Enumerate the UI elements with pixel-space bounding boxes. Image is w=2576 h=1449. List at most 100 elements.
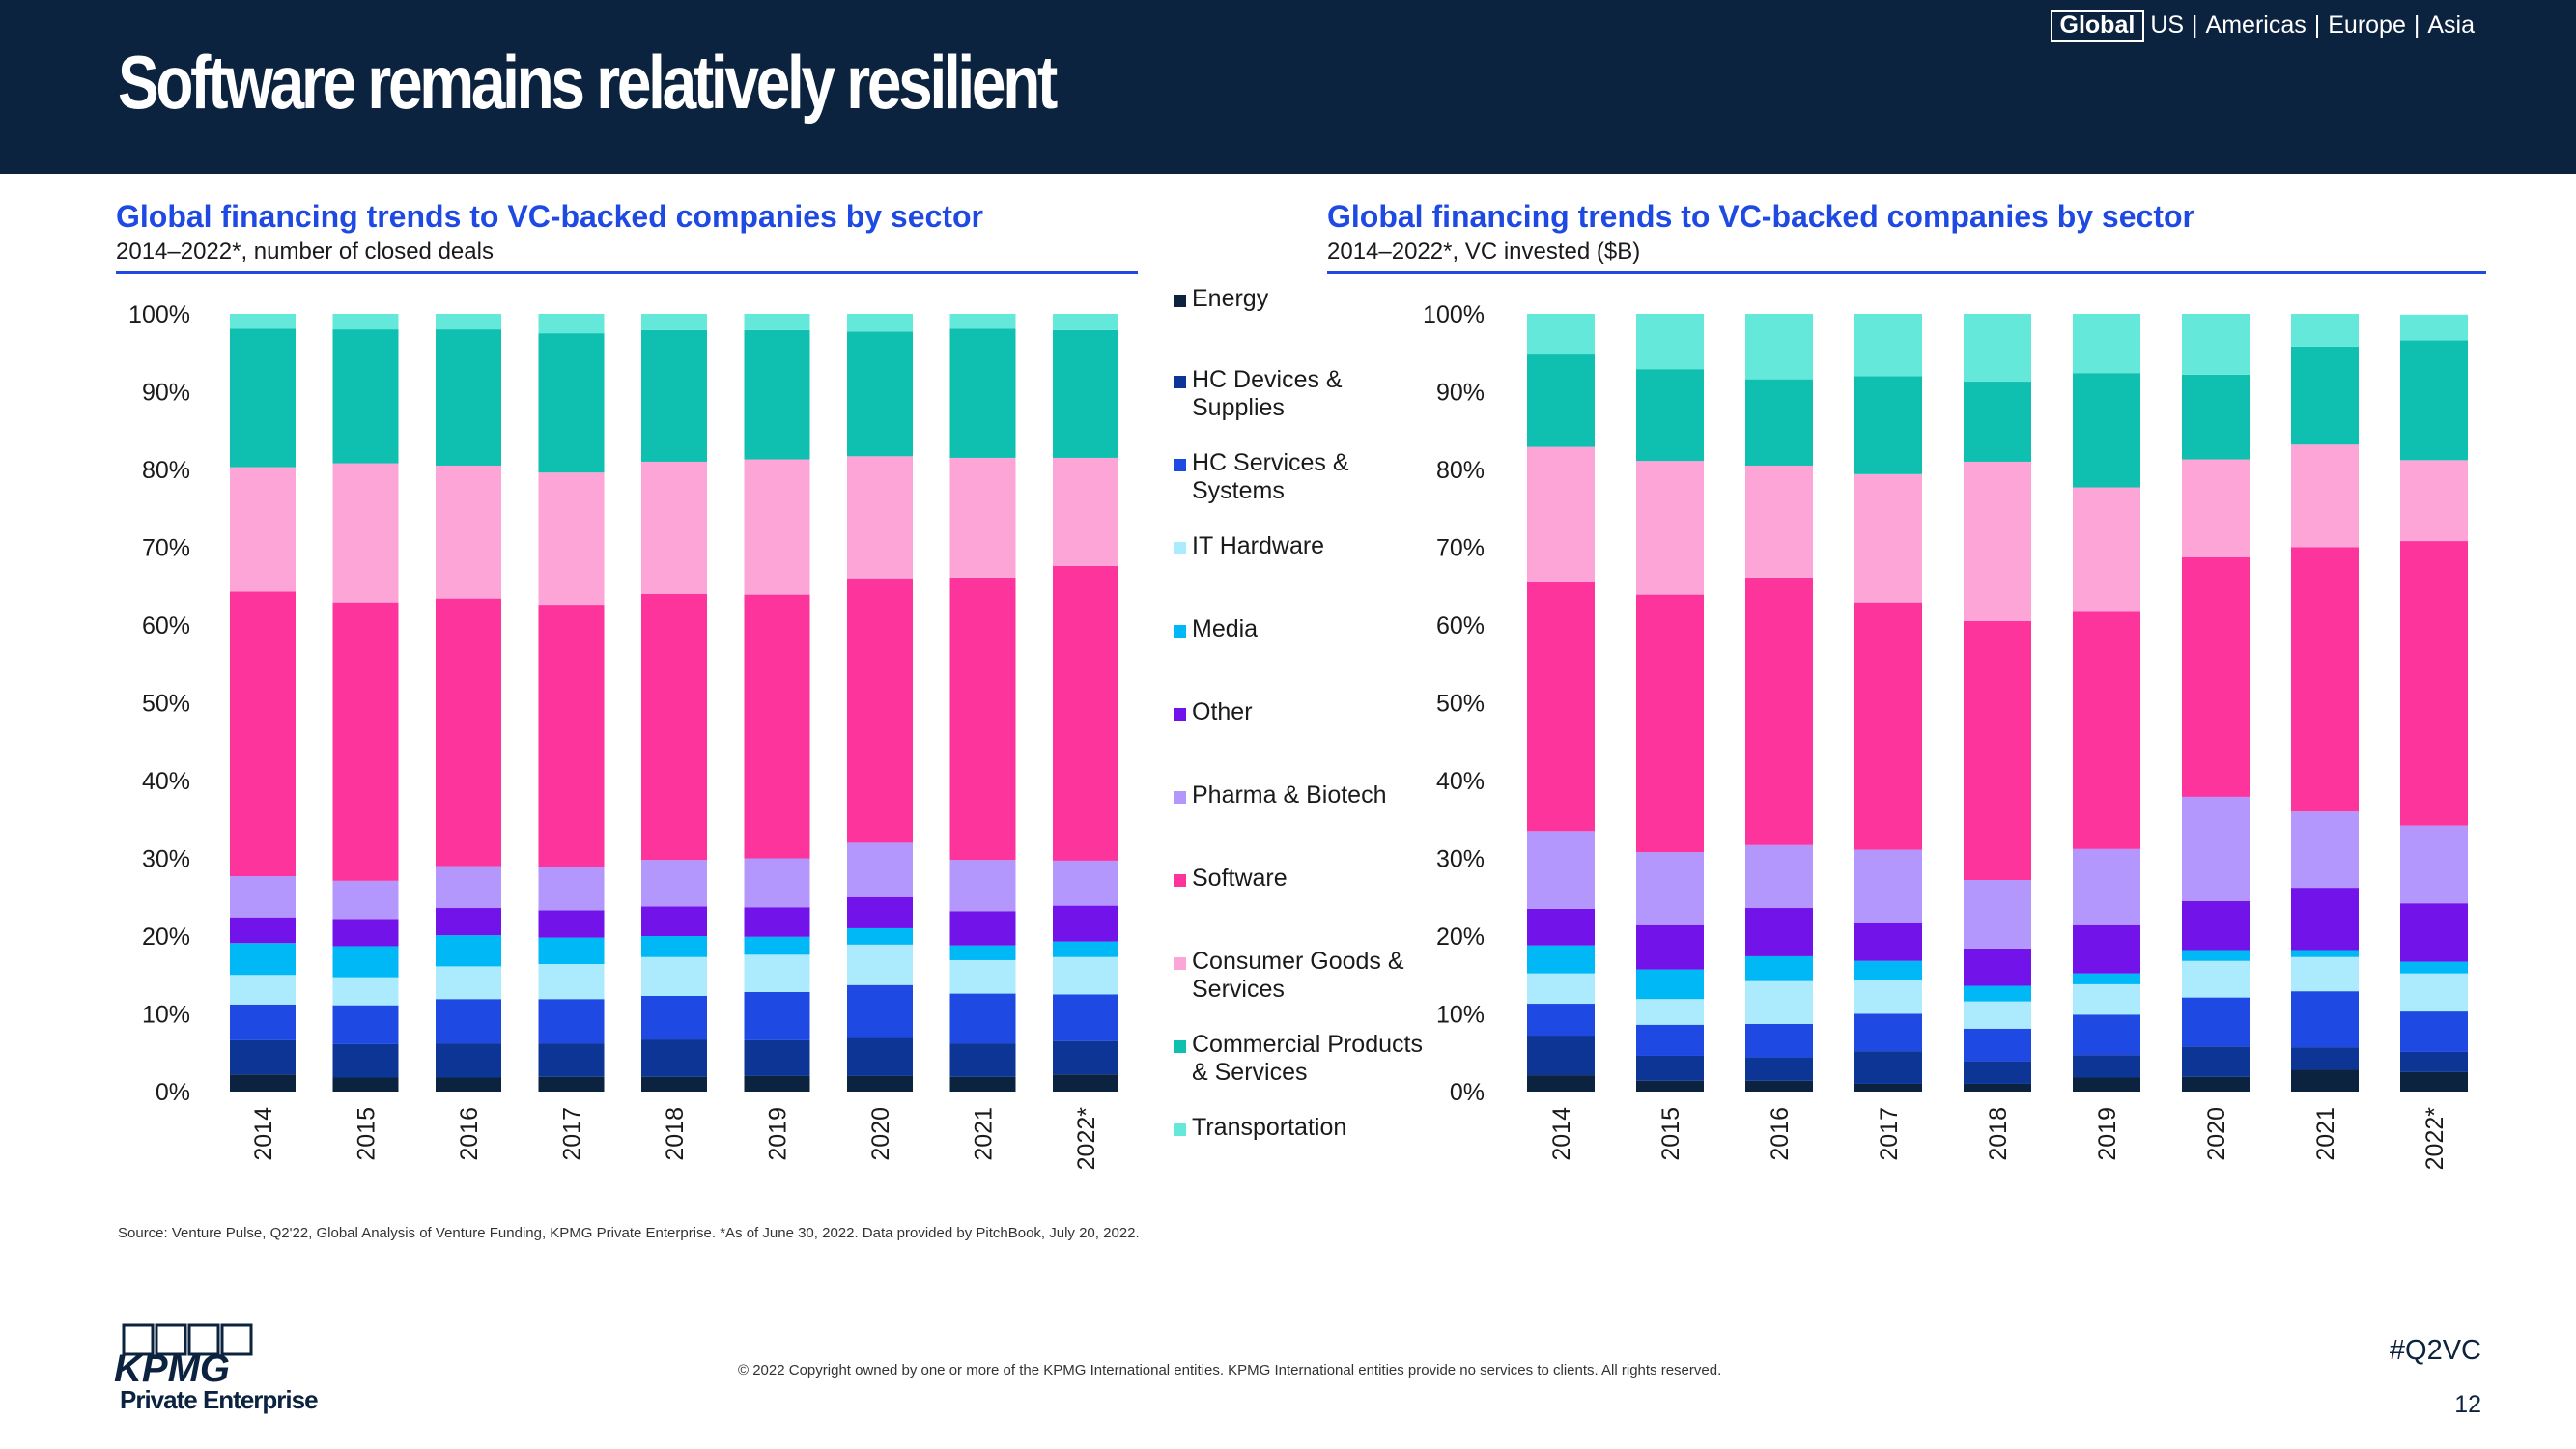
bar-segment-other-2015 <box>332 919 399 947</box>
y-tick-label: 40% <box>1436 768 1485 795</box>
legend-item-hc-devices-supplies: HC Devices & Supplies <box>1174 366 1425 422</box>
bar-segment-software-2015 <box>332 602 399 881</box>
bar-segment-it-hardware-2020 <box>847 944 913 985</box>
legend-swatch <box>1174 874 1186 887</box>
bar-segment-hc-devices-supplies-2021 <box>949 1043 1016 1077</box>
bar-segment-pharma-biotech-2014 <box>230 876 296 918</box>
bar-segment-media-2015 <box>1636 969 1704 1000</box>
y-tick-label: 90% <box>142 380 190 407</box>
y-tick-label: 10% <box>142 1002 190 1029</box>
bar-segment-media-2021 <box>2291 950 2359 957</box>
bar-segment-it-hardware-2016 <box>1745 980 1813 1024</box>
region-tab-asia[interactable]: Asia <box>2427 12 2475 39</box>
bar-segment-hc-devices-supplies-2017 <box>1854 1051 1922 1084</box>
bar-segment-transportation-2016 <box>1745 314 1813 380</box>
bar-segment-commercial-products-services-2016 <box>436 329 501 466</box>
bar-segment-it-hardware-2017 <box>538 963 605 1000</box>
y-tick-label: 20% <box>142 923 190 951</box>
legend-label: HC Devices & Supplies <box>1192 366 1343 421</box>
bar-segment-hc-services-systems-2019 <box>2073 1014 2140 1056</box>
bar-segment-pharma-biotech-2017 <box>538 867 605 911</box>
legend-item-software: Software <box>1174 865 1425 893</box>
y-tick-label: 70% <box>142 535 190 562</box>
region-tab-americas[interactable]: Americas <box>2205 12 2307 39</box>
bar-segment-commercial-products-services-2021 <box>2291 346 2359 445</box>
bar-segment-it-hardware-2022 <box>2400 973 2468 1012</box>
region-nav: Global US | Americas | Europe | Asia <box>2050 10 2475 42</box>
right-chart-rule <box>1327 271 2486 274</box>
bar-segment-energy-2020 <box>2182 1076 2250 1092</box>
bar-segment-consumer-goods-services-2019 <box>2073 487 2140 612</box>
x-tick-label: 2018 <box>662 1107 689 1161</box>
bar-segment-it-hardware-2017 <box>1854 980 1922 1014</box>
region-separator: | <box>2413 12 2420 39</box>
bar-segment-other-2022 <box>2400 903 2468 962</box>
bar-segment-transportation-2018 <box>1964 314 2031 383</box>
bar-segment-hc-services-systems-2022 <box>1053 994 1118 1041</box>
bar-segment-transportation-2022 <box>2400 314 2468 341</box>
bar-segment-media-2020 <box>2182 950 2250 961</box>
bar-segment-commercial-products-services-2022 <box>1053 329 1118 458</box>
bar-segment-pharma-biotech-2020 <box>2182 796 2250 901</box>
bar-segment-hc-services-systems-2021 <box>949 993 1016 1044</box>
bar-segment-software-2018 <box>641 593 707 861</box>
bar-segment-software-2021 <box>949 577 1016 861</box>
bar-segment-media-2021 <box>949 945 1016 960</box>
bar-segment-commercial-products-services-2022 <box>2400 340 2468 461</box>
bar-segment-media-2018 <box>641 936 707 957</box>
x-tick-label: 2016 <box>1767 1107 1794 1161</box>
region-tab-global[interactable]: Global <box>2050 10 2145 42</box>
bar-segment-pharma-biotech-2018 <box>1964 880 2031 949</box>
bar-segment-transportation-2020 <box>2182 314 2250 375</box>
bar-segment-software-2014 <box>1527 582 1595 832</box>
header-banner: Software remains relatively resilient Gl… <box>0 0 2576 174</box>
bar-segment-other-2021 <box>2291 888 2359 951</box>
source-note: Source: Venture Pulse, Q2'22, Global Ana… <box>118 1225 1140 1241</box>
bar-segment-media-2016 <box>436 935 501 967</box>
bar-segment-hc-services-systems-2018 <box>641 995 707 1040</box>
bar-segment-hc-devices-supplies-2020 <box>847 1037 913 1076</box>
bar-segment-pharma-biotech-2022 <box>1053 860 1118 906</box>
bar-segment-software-2018 <box>1964 620 2031 881</box>
bar-segment-other-2018 <box>1964 948 2031 986</box>
region-tab-us[interactable]: US <box>2150 12 2185 39</box>
bar-segment-hc-devices-supplies-2022 <box>2400 1051 2468 1072</box>
bar-segment-media-2022 <box>1053 941 1118 957</box>
legend-label: Media <box>1192 615 1259 642</box>
y-tick-label: 50% <box>1436 691 1485 718</box>
bar-segment-commercial-products-services-2019 <box>2073 373 2140 488</box>
bar-segment-it-hardware-2015 <box>332 977 399 1006</box>
bar-segment-other-2016 <box>1745 908 1813 956</box>
y-tick-label: 40% <box>142 768 190 795</box>
bar-segment-pharma-biotech-2019 <box>744 858 810 908</box>
bar-segment-commercial-products-services-2014 <box>230 328 296 468</box>
bar-segment-commercial-products-services-2018 <box>1964 382 2031 462</box>
bar-segment-transportation-2020 <box>847 314 913 332</box>
bar-segment-energy-2021 <box>2291 1069 2359 1092</box>
y-tick-label: 80% <box>1436 457 1485 484</box>
bar-segment-it-hardware-2021 <box>949 959 1016 994</box>
legend-swatch <box>1174 791 1186 804</box>
legend-item-energy: Energy <box>1174 285 1425 313</box>
bar-segment-media-2017 <box>1854 960 1922 980</box>
bar-segment-media-2019 <box>2073 973 2140 984</box>
bar-segment-hc-devices-supplies-2015 <box>332 1043 399 1078</box>
bar-segment-consumer-goods-services-2017 <box>538 472 605 606</box>
bar-segment-consumer-goods-services-2017 <box>1854 473 1922 603</box>
x-tick-label: 2020 <box>867 1107 894 1161</box>
bar-segment-energy-2014 <box>1527 1075 1595 1092</box>
bar-segment-consumer-goods-services-2018 <box>641 461 707 594</box>
bar-segment-consumer-goods-services-2016 <box>436 465 501 599</box>
bar-segment-hc-services-systems-2015 <box>332 1005 399 1044</box>
legend-label: Other <box>1192 698 1253 725</box>
bar-segment-other-2018 <box>641 906 707 936</box>
bar-segment-media-2015 <box>332 946 399 978</box>
bar-segment-transportation-2017 <box>1854 314 1922 377</box>
bar-segment-energy-2014 <box>230 1074 296 1092</box>
region-tab-europe[interactable]: Europe <box>2328 12 2406 39</box>
bar-segment-it-hardware-2018 <box>1964 1001 2031 1029</box>
copyright-note: © 2022 Copyright owned by one or more of… <box>738 1362 1722 1378</box>
legend-swatch <box>1174 376 1186 388</box>
bar-segment-pharma-biotech-2015 <box>1636 852 1704 925</box>
bar-segment-other-2022 <box>1053 905 1118 942</box>
